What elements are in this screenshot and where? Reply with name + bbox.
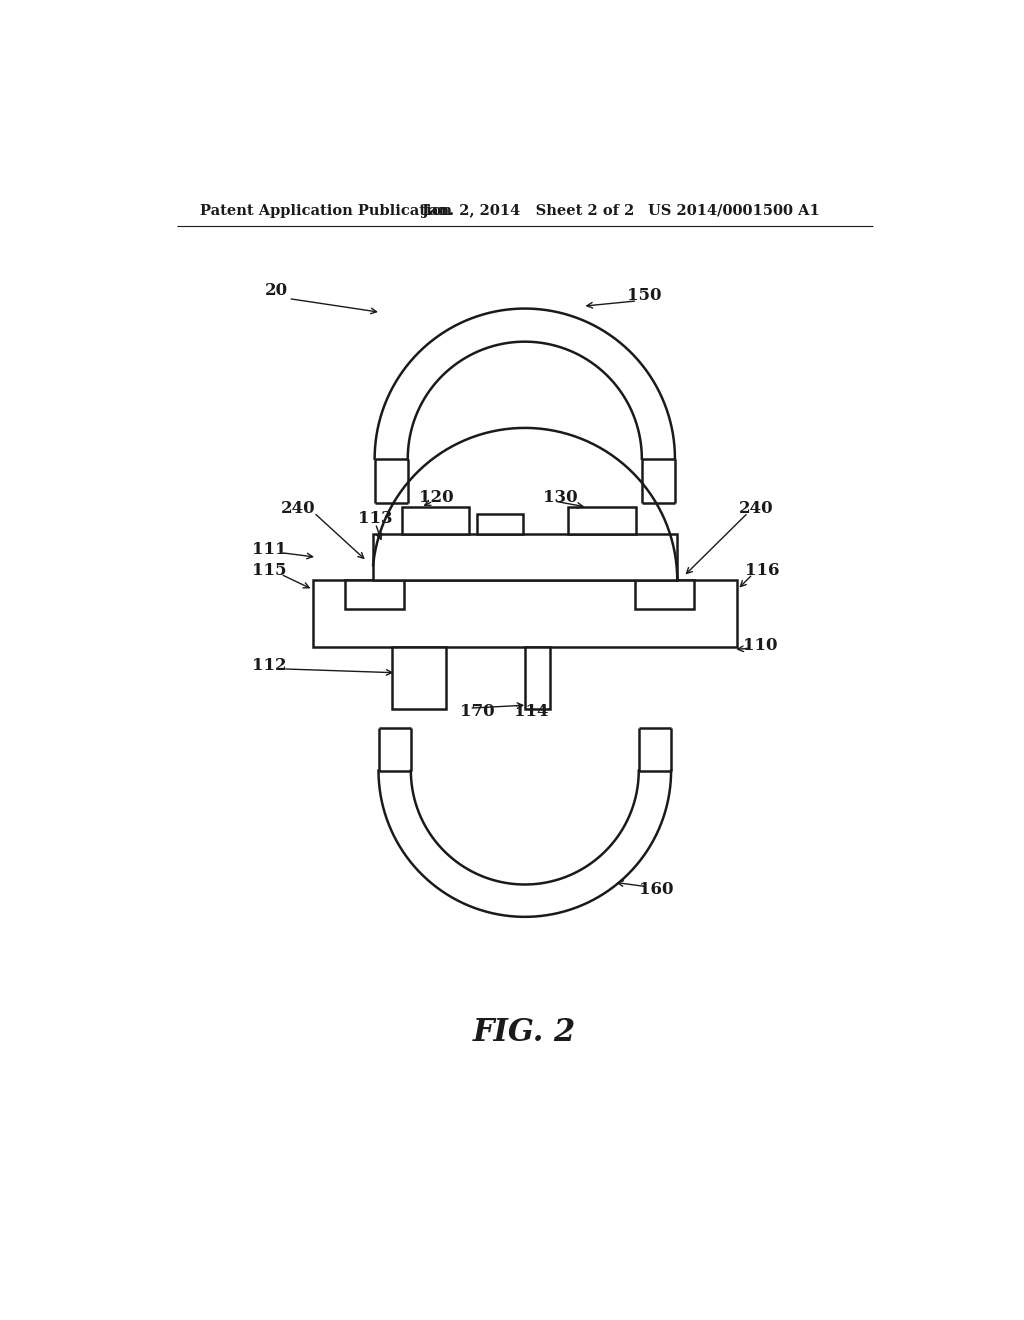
Text: 130: 130 bbox=[543, 488, 578, 506]
Text: Patent Application Publication: Patent Application Publication bbox=[200, 203, 452, 218]
Text: 170: 170 bbox=[460, 702, 495, 719]
Bar bbox=[477, 515, 523, 535]
Text: 120: 120 bbox=[419, 488, 454, 506]
Bar bbox=[313, 581, 737, 647]
Text: 20: 20 bbox=[265, 282, 289, 300]
Bar bbox=[524, 647, 550, 709]
Bar bbox=[373, 535, 677, 581]
Text: 240: 240 bbox=[281, 500, 315, 517]
Text: 115: 115 bbox=[252, 562, 287, 579]
Bar bbox=[568, 507, 636, 535]
Bar bbox=[345, 581, 403, 609]
Text: FIG. 2: FIG. 2 bbox=[473, 1016, 577, 1048]
Text: 150: 150 bbox=[628, 286, 662, 304]
Text: 114: 114 bbox=[514, 702, 549, 719]
Bar bbox=[401, 507, 469, 535]
Text: 160: 160 bbox=[639, 882, 673, 899]
Bar bbox=[392, 647, 446, 709]
Text: 111: 111 bbox=[252, 541, 287, 558]
Bar bbox=[635, 581, 694, 609]
Text: 113: 113 bbox=[357, 511, 392, 527]
Text: 116: 116 bbox=[745, 562, 779, 579]
Text: 240: 240 bbox=[739, 500, 773, 517]
Text: Jan. 2, 2014   Sheet 2 of 2: Jan. 2, 2014 Sheet 2 of 2 bbox=[422, 203, 634, 218]
Text: 110: 110 bbox=[742, 636, 777, 653]
Text: 112: 112 bbox=[252, 656, 287, 673]
Text: US 2014/0001500 A1: US 2014/0001500 A1 bbox=[648, 203, 820, 218]
